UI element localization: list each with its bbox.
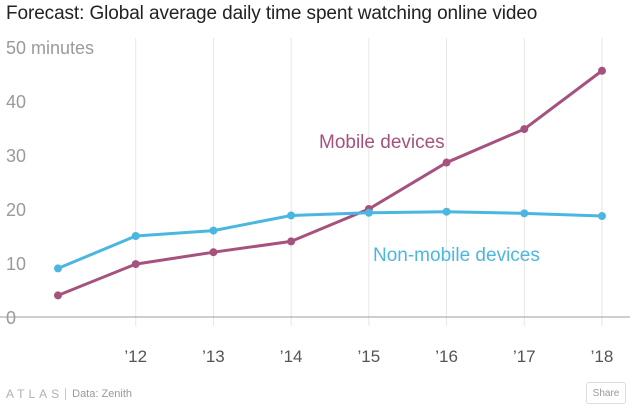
- data-point: [442, 207, 451, 216]
- atlas-logo: ATLAS: [6, 387, 64, 401]
- x-tick-label: ’16: [435, 347, 458, 366]
- series-group: [54, 66, 606, 300]
- data-point: [131, 260, 140, 269]
- series-label-mobile: Mobile devices: [319, 132, 445, 153]
- y-axis-ticks: 0 10 20 30 40 50 minutes: [6, 38, 94, 328]
- footer: ATLAS Data: Zenith: [6, 385, 132, 403]
- series-line-1: [56, 210, 604, 270]
- y-tick-label: 10: [6, 254, 26, 274]
- chart-title: Forecast: Global average daily time spen…: [6, 3, 538, 24]
- x-tick-label: ’18: [591, 347, 614, 366]
- data-point: [520, 125, 529, 134]
- data-point: [364, 208, 373, 217]
- share-button[interactable]: Share: [586, 382, 626, 404]
- x-tick-label: ’13: [202, 347, 225, 366]
- x-tick-label: ’15: [358, 347, 381, 366]
- x-tick-label: ’14: [280, 347, 303, 366]
- data-point: [287, 237, 296, 246]
- data-point: [520, 209, 529, 218]
- data-source: Data: Zenith: [72, 388, 133, 400]
- data-point: [598, 212, 606, 221]
- footer-divider: [65, 388, 67, 400]
- data-point: [54, 291, 62, 300]
- y-tick-label: 30: [6, 146, 26, 166]
- y-tick-label: 50 minutes: [6, 38, 94, 58]
- series-line-0: [56, 69, 604, 297]
- data-point: [131, 232, 140, 240]
- data-point: [287, 211, 296, 220]
- y-tick-label: 20: [6, 200, 26, 220]
- data-point: [209, 248, 218, 257]
- data-point: [442, 158, 451, 167]
- x-tick-label: ’17: [513, 347, 536, 366]
- grid-lines: [0, 38, 630, 326]
- series-label-non-mobile: Non-mobile devices: [373, 245, 540, 266]
- x-axis-ticks: ’12 ’13 ’14 ’15 ’16 ’17 ’18: [124, 347, 613, 366]
- data-point: [598, 66, 606, 75]
- y-tick-label: 0: [6, 308, 16, 328]
- data-point: [209, 226, 218, 235]
- y-tick-label: 40: [6, 92, 26, 112]
- x-tick-label: ’12: [124, 347, 147, 366]
- data-point: [54, 264, 62, 273]
